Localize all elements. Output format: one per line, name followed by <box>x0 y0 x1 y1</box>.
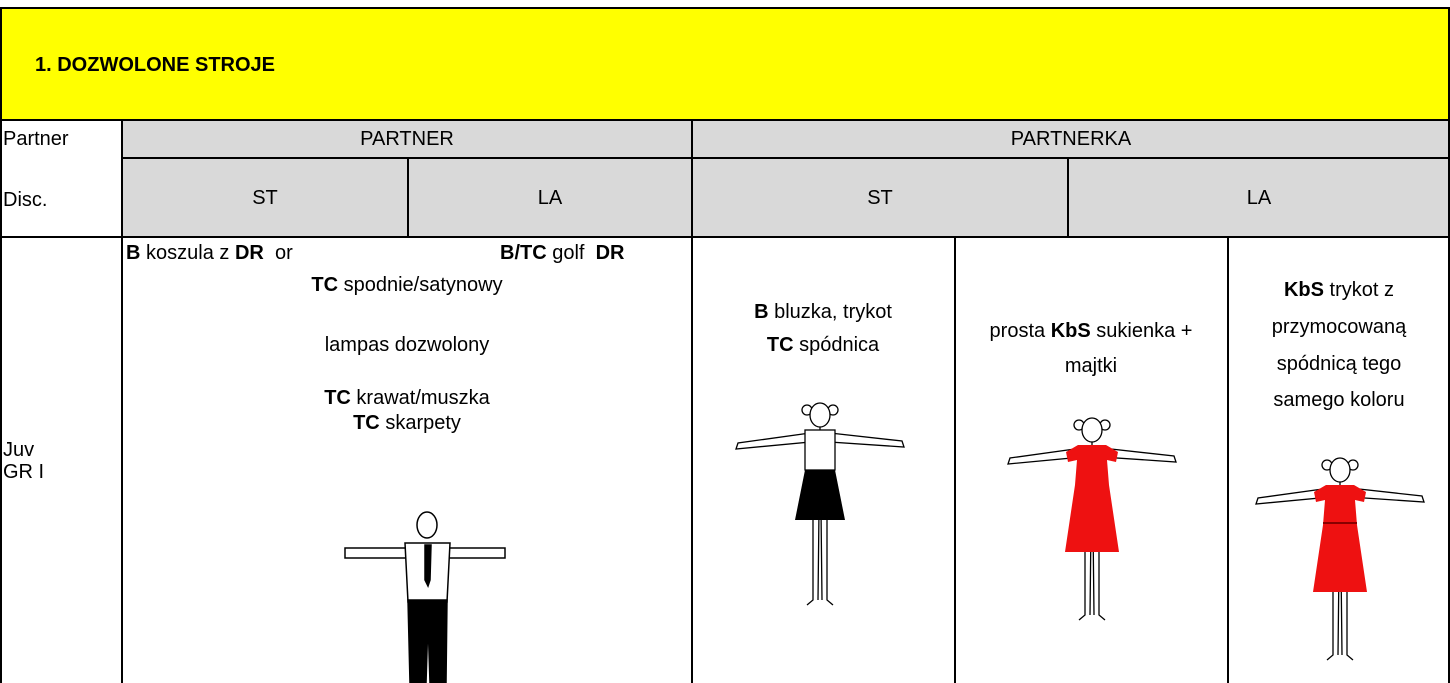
code-term: TC <box>324 387 351 409</box>
header-rows <box>122 120 1450 237</box>
description: or <box>263 242 293 264</box>
partner-figure <box>344 511 506 683</box>
description: krawat/muszka <box>350 387 490 409</box>
header-band <box>0 8 1450 120</box>
description: lampas dozwolony <box>324 334 490 356</box>
description: spódnicą tego <box>1276 353 1402 375</box>
description: majtki <box>1064 355 1118 377</box>
cell-line: B/TC golf DR <box>500 243 624 263</box>
cell-line: prosta KbS sukienka + <box>990 321 1193 341</box>
girl-la-figure <box>1007 417 1177 621</box>
description: spodnie/satynowy <box>338 274 503 296</box>
code-term: B <box>754 301 769 323</box>
cell-line: KbS trykot z <box>1284 280 1394 300</box>
cell-line: TC krawat/muszka <box>324 388 490 408</box>
code-term: KbS <box>1050 320 1091 342</box>
code-term: TC <box>311 274 339 296</box>
cell-line: B bluzka, trykot <box>754 302 892 322</box>
girl-st-figure <box>735 402 905 606</box>
description: spódnica <box>793 334 880 356</box>
description: skarpety <box>379 412 461 434</box>
cell-line: TC skarpety <box>353 413 461 433</box>
discipline-header: ST <box>252 187 278 209</box>
row-label: Disc. <box>3 189 48 211</box>
description: przymocowaną <box>1271 316 1407 338</box>
group-header: PARTNER <box>360 128 454 150</box>
group-header: PARTNERKA <box>1010 128 1132 150</box>
code-term: DR <box>234 242 264 264</box>
discipline-header: ST <box>867 187 893 209</box>
description: koszula z <box>140 242 235 264</box>
cell-line: spódnicą tego <box>1277 354 1402 374</box>
code-term: TC <box>353 412 380 434</box>
code-term: B/TC <box>500 242 547 264</box>
code-term: DR <box>595 242 625 264</box>
code-term: KbS <box>1283 279 1324 301</box>
description: trykot z <box>1323 279 1395 301</box>
cell-line: lampas dozwolony <box>325 335 490 355</box>
grid <box>0 7 1450 683</box>
row-label: GR I <box>3 461 45 483</box>
description: sukienka + <box>1090 320 1193 342</box>
code-term: TC <box>766 334 794 356</box>
description: samego koloru <box>1273 389 1405 411</box>
row-label: Partner <box>3 128 69 150</box>
girl-la-figure-belt <box>1255 457 1425 661</box>
cell-line: TC spódnica <box>767 335 879 355</box>
row-label: Juv <box>3 439 35 461</box>
description: golf <box>546 242 596 264</box>
description: bluzka, trykot <box>768 301 892 323</box>
description: prosta <box>989 320 1051 342</box>
cell-line: samego koloru <box>1273 390 1404 410</box>
section-title: 1. DOZWOLONE STROJE <box>35 54 276 76</box>
discipline-header: LA <box>1246 187 1272 209</box>
cell-line: TC spodnie/satynowy <box>311 275 502 295</box>
cell-line: B koszula z DR or <box>126 243 293 263</box>
code-term: B <box>126 242 141 264</box>
cell-line: przymocowaną <box>1272 317 1407 337</box>
cell-line: majtki <box>1065 356 1117 376</box>
discipline-header: LA <box>537 187 563 209</box>
